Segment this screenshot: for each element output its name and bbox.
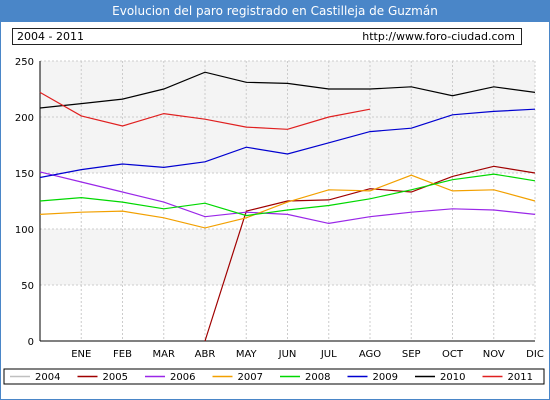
x-tick-label: DIC [526,349,544,360]
series-line-2006 [39,171,536,225]
y-tick-label: 250 [15,57,34,68]
x-tick-label: OCT [442,349,464,360]
x-tick-label: JUN [278,349,297,360]
x-tick-label: SEP [402,349,421,360]
x-tick-label: MAR [153,349,175,360]
x-tick-label: ENE [71,349,91,360]
y-tick-label: 50 [21,281,34,292]
series-line-2008 [39,173,536,217]
series-line-2005 [204,165,536,342]
legend-label-2006: 2006 [170,372,195,383]
legend-label-2008: 2008 [305,372,330,383]
legend-label-2005: 2005 [103,372,128,383]
x-tick-label: MAY [236,349,258,360]
legend-label-2010: 2010 [440,372,465,383]
chart-title: Evolucion del paro registrado en Castill… [0,0,550,22]
series-line-2007 [39,174,536,229]
info-bar: 2004 - 2011 http://www.foro-ciudad.com [12,28,522,45]
x-tick-label: AGO [359,349,381,360]
x-tick-label: ABR [195,349,216,360]
source-url: http://www.foro-ciudad.com [362,30,515,43]
y-tick-label: 150 [15,169,34,180]
legend-label-2004: 2004 [35,372,60,383]
year-range-label: 2004 - 2011 [17,30,84,43]
legend-label-2009: 2009 [373,372,398,383]
y-tick-label: 100 [15,225,34,236]
legend-label-2007: 2007 [238,372,263,383]
x-tick-label: FEB [113,349,132,360]
x-tick-label: JUL [320,349,337,360]
series-line-2009 [39,108,536,179]
legend-label-2011: 2011 [508,372,533,383]
series-line-2011 [39,91,371,130]
x-tick-label: NOV [483,349,505,360]
y-tick-label: 200 [15,113,34,124]
legend-box [3,368,545,385]
y-tick-label: 0 [28,337,34,348]
series-line-2010 [39,71,536,109]
